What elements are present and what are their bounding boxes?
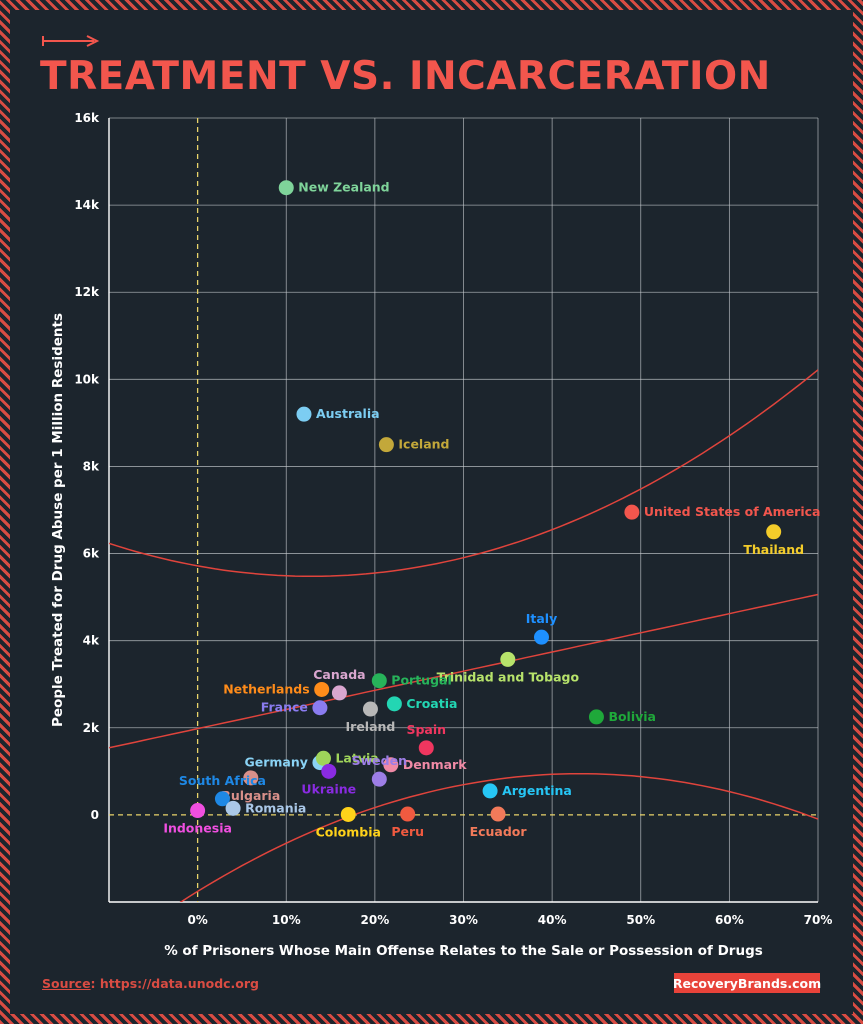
data-point [400, 806, 416, 822]
y-tick-label: 12k [74, 285, 100, 299]
data-label: South Africa [179, 773, 266, 788]
data-label: Iceland [398, 437, 449, 452]
data-point [371, 771, 387, 787]
y-tick-label: 8k [83, 459, 100, 473]
y-axis-title: People Treated for Drug Abuse per 1 Mill… [50, 313, 66, 727]
x-tick-label: 60% [715, 913, 744, 927]
data-label: Canada [313, 667, 365, 682]
y-tick-label: 16k [74, 111, 100, 125]
data-label: Ecuador [470, 824, 528, 839]
x-tick-label: 0% [187, 913, 207, 927]
data-label: Bulgaria [221, 788, 280, 803]
y-tick-label: 0 [91, 808, 99, 822]
data-label: Spain [406, 722, 446, 737]
y-tick-label: 6k [83, 547, 100, 561]
data-label: France [261, 700, 308, 715]
y-tick-label: 4k [83, 634, 100, 648]
source-url[interactable]: : https://data.unodc.org [90, 976, 259, 991]
data-label: Bolivia [608, 709, 656, 724]
data-label: Italy [526, 611, 558, 626]
x-tick-label: 30% [449, 913, 478, 927]
data-point [214, 791, 230, 807]
data-label: Indonesia [163, 821, 232, 836]
data-label: Romania [245, 800, 306, 815]
data-label: Australia [316, 406, 380, 421]
confidence-upper-line [109, 369, 818, 578]
data-point [371, 673, 387, 689]
data-point [314, 681, 330, 697]
x-tick-label: 40% [538, 913, 567, 927]
data-point [383, 757, 399, 773]
y-tick-label: 10k [74, 372, 100, 386]
x-axis-title: % of Prisoners Whose Main Offense Relate… [164, 943, 763, 959]
data-label: Peru [391, 824, 424, 839]
x-tick-label: 50% [626, 913, 655, 927]
data-label: United States of America [644, 504, 821, 519]
data-point [418, 740, 434, 756]
data-label: Latvia [335, 750, 378, 765]
data-label: Argentina [502, 783, 572, 798]
page-title: TREATMENT VS. INCARCERATION [40, 54, 771, 99]
data-point [386, 696, 402, 712]
data-label: New Zealand [298, 180, 389, 195]
data-point [321, 763, 337, 779]
data-label: Trinidad and Tobago [437, 669, 580, 684]
x-tick-label: 10% [272, 913, 301, 927]
y-tick-label: 2k [83, 721, 100, 735]
data-point [340, 806, 356, 822]
data-label: Portugal [391, 673, 451, 688]
arrow-right-icon [42, 35, 100, 47]
source-credit: Source: https://data.unodc.org [42, 976, 259, 991]
data-label: Ireland [346, 719, 396, 734]
data-point [588, 709, 604, 725]
data-point [766, 524, 782, 540]
data-point [190, 803, 206, 819]
data-point [362, 701, 378, 717]
trend-line [109, 593, 818, 749]
data-label: Croatia [406, 696, 457, 711]
data-point [482, 783, 498, 799]
y-tick-label: 14k [74, 198, 100, 212]
data-point [490, 806, 506, 822]
data-label: Colombia [316, 824, 381, 839]
data-point [533, 629, 549, 645]
data-point [243, 770, 259, 786]
data-label: Thailand [743, 542, 804, 557]
data-point [378, 437, 394, 453]
data-point [312, 700, 328, 716]
data-point [500, 651, 516, 667]
data-label: Ukraine [301, 781, 356, 796]
data-label: Netherlands [223, 681, 309, 696]
data-point [624, 504, 640, 520]
data-label: Germany [245, 755, 308, 770]
confidence-lower-line [179, 772, 818, 902]
data-label: Denmark [403, 757, 467, 772]
data-point [315, 750, 331, 766]
brand-badge[interactable]: RecoveryBrands.com [673, 973, 821, 993]
data-label: Sweden [352, 753, 407, 768]
x-tick-label: 70% [804, 913, 833, 927]
data-point [225, 800, 241, 816]
data-point [331, 685, 347, 701]
data-point [278, 180, 294, 196]
data-point [296, 406, 312, 422]
x-tick-label: 20% [361, 913, 390, 927]
source-label: Source [42, 976, 91, 991]
